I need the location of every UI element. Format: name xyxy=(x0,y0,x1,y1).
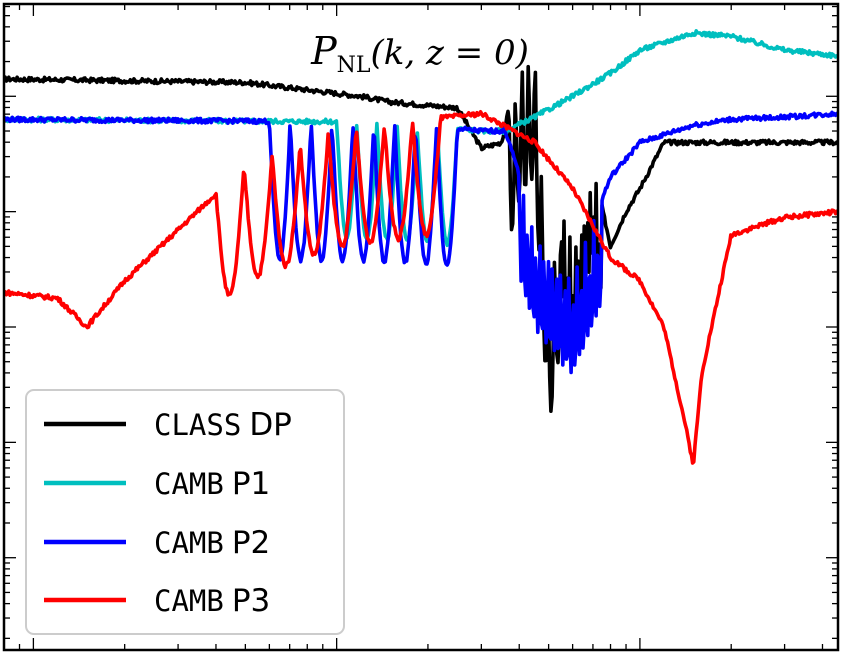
legend-label-camb-p1: CAMB P1 xyxy=(154,466,270,502)
legend-box xyxy=(25,389,345,635)
legend-suffix-dp: DP xyxy=(249,407,292,443)
legend: CLASS DP CAMB P1 CAMB P2 CAMB P3 xyxy=(25,389,345,635)
legend-item: CLASS DP xyxy=(44,407,292,443)
legend-code-camb: CAMB xyxy=(154,584,224,618)
legend-label-camb-p3: CAMB P3 xyxy=(154,583,270,619)
legend-item: CAMB P2 xyxy=(44,525,270,561)
legend-suffix-p1: P1 xyxy=(232,466,270,502)
legend-suffix-p2: P2 xyxy=(232,525,270,561)
legend-code-camb: CAMB xyxy=(154,526,224,560)
chart-title-main: P xyxy=(310,29,338,73)
series-line-class-dp xyxy=(4,64,838,413)
legend-suffix-p3: P3 xyxy=(232,583,270,619)
chart-title: PNL(k, z = 0) xyxy=(310,29,529,78)
legend-item: CAMB P3 xyxy=(44,583,270,619)
series-line-camb-p3 xyxy=(4,110,838,465)
legend-item: CAMB P1 xyxy=(44,466,270,502)
chart-title-subscript: NL xyxy=(337,53,371,78)
plot-frame xyxy=(2,2,840,652)
legend-code-camb: CAMB xyxy=(154,467,224,501)
legend-label-class-dp: CLASS DP xyxy=(154,407,292,443)
series-lines xyxy=(4,29,838,465)
chart-title-args: (k, z = 0) xyxy=(371,33,529,73)
legend-code-class: CLASS xyxy=(154,408,241,442)
legend-label-camb-p2: CAMB P2 xyxy=(154,525,270,561)
series-line-camb-p2 xyxy=(4,110,838,375)
